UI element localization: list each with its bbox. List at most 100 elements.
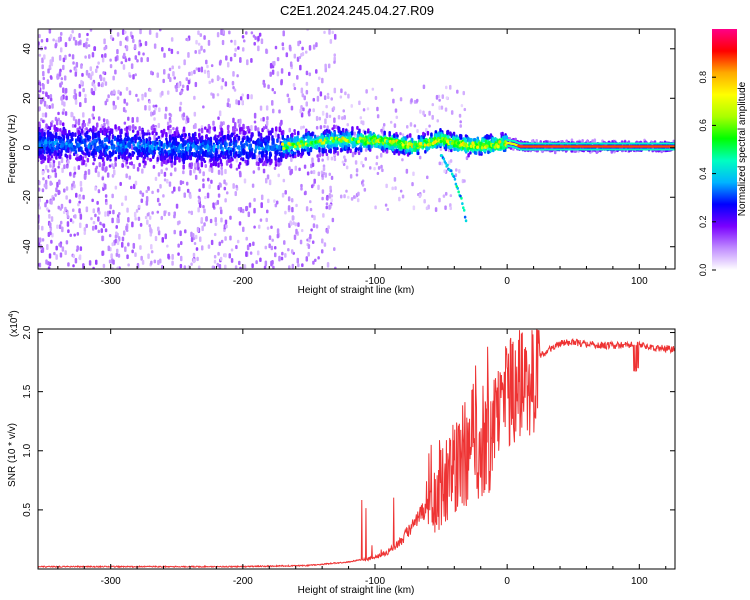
spectral-mark: [363, 187, 367, 192]
spectral-mark: [174, 84, 178, 89]
spectral-mark: [38, 84, 41, 91]
spectral-mark: [205, 215, 208, 222]
spectral-mark: [61, 111, 65, 115]
spectral-mark: [157, 122, 161, 129]
spectral-mark: [207, 139, 210, 145]
spectral-mark: [162, 144, 165, 150]
spectral-mark: [238, 123, 241, 128]
spectral-mark: [280, 256, 284, 261]
spectral-mark: [178, 143, 182, 149]
spectral-mark: [340, 88, 343, 94]
spectral-mark: [114, 185, 118, 190]
spectral-mark: [78, 126, 82, 130]
spectral-mark: [142, 139, 146, 145]
spectral-mark: [362, 108, 366, 112]
spectral-mark: [149, 140, 152, 145]
spectral-mark: [239, 266, 242, 269]
spectral-mark: [266, 158, 269, 164]
spectral-mark: [154, 235, 158, 242]
spectral-mark: [280, 68, 284, 74]
spectral-mark: [219, 159, 223, 165]
spectral-mark: [166, 244, 169, 248]
spectral-mark: [104, 194, 108, 198]
spectral-mark: [354, 148, 358, 153]
spectral-mark: [45, 104, 49, 109]
spectral-mark: [115, 146, 118, 152]
spectral-mark: [128, 161, 132, 166]
spectral-mark: [161, 264, 164, 269]
spectral-mark: [41, 247, 45, 253]
spectral-mark: [262, 162, 266, 166]
spectral-mark: [442, 194, 446, 198]
spectral-mark: [468, 137, 472, 143]
spectral-mark: [83, 141, 87, 148]
spectral-mark: [289, 220, 292, 225]
spectral-mark: [413, 124, 417, 128]
spectral-mark: [308, 112, 311, 117]
spectral-mark: [148, 100, 151, 104]
spectral-mark: [177, 186, 181, 192]
spectral-mark: [293, 151, 297, 155]
spectral-mark: [285, 146, 289, 150]
spectral-mark: [95, 122, 99, 128]
spectral-mark: [233, 52, 237, 58]
spectral-mark: [368, 166, 372, 170]
spectral-mark: [38, 237, 42, 243]
spectral-mark: [241, 100, 244, 106]
spectral-mark: [112, 104, 116, 110]
spectral-mark: [450, 110, 454, 115]
spectral-mark: [431, 103, 435, 107]
spectral-mark: [216, 262, 219, 267]
spectral-mark: [343, 114, 346, 120]
spectral-mark: [294, 153, 297, 159]
spectral-mark: [186, 188, 190, 193]
spectral-mark: [134, 180, 138, 186]
spectral-mark: [49, 157, 52, 161]
spectral-mark: [57, 165, 60, 169]
spectral-mark: [193, 111, 197, 117]
spectral-mark: [138, 233, 141, 240]
spectral-mark: [366, 107, 370, 111]
spectral-mark: [175, 87, 178, 93]
spectral-mark: [229, 235, 232, 241]
spectral-mark: [101, 250, 104, 257]
spectral-mark: [169, 124, 172, 128]
spectral-mark: [347, 132, 351, 137]
spectral-mark: [84, 97, 87, 104]
spectral-mark: [224, 168, 227, 175]
spectral-mark: [49, 59, 52, 66]
spectral-mark: [239, 171, 242, 178]
spectral-mark: [300, 140, 304, 144]
spectral-mark: [168, 138, 172, 143]
spectral-mark: [189, 146, 192, 152]
spectral-mark: [178, 156, 181, 163]
spectral-mark: [257, 35, 260, 42]
spectral-mark: [79, 213, 83, 220]
spectral-mark: [287, 97, 291, 104]
spectral-mark: [52, 159, 56, 164]
spectral-mark: [281, 46, 285, 51]
spectral-mark: [473, 150, 477, 155]
spectral-mark: [224, 253, 227, 258]
spectral-mark: [286, 93, 290, 98]
spectral-mark: [227, 129, 230, 135]
spectral-mark: [40, 143, 43, 149]
spectral-mark: [279, 122, 282, 127]
spectral-mark: [78, 256, 81, 260]
spectral-mark: [145, 147, 149, 153]
spectral-mark: [123, 98, 126, 104]
spectral-mark: [125, 150, 128, 155]
spectral-mark: [156, 156, 159, 162]
spectral-mark: [140, 146, 144, 151]
spectral-mark: [425, 206, 429, 211]
spectral-mark: [240, 157, 243, 161]
spectral-mark: [58, 54, 62, 61]
spectral-mark: [122, 158, 125, 163]
spectral-mark: [155, 131, 158, 136]
spectral-mark: [78, 208, 81, 214]
spectral-mark: [104, 183, 107, 190]
spectral-mark: [227, 98, 230, 103]
spectral-mark: [41, 225, 44, 231]
spectral-mark: [194, 174, 198, 180]
spectral-mark: [150, 70, 153, 76]
